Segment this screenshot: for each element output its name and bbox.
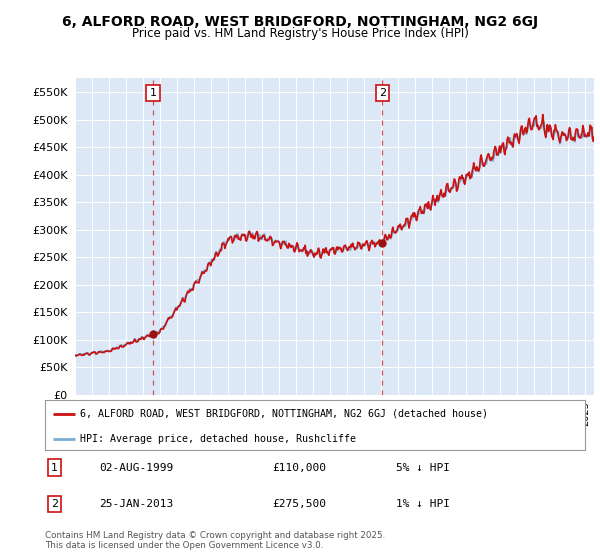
Text: HPI: Average price, detached house, Rushcliffe: HPI: Average price, detached house, Rush… <box>80 434 356 444</box>
Text: 1: 1 <box>51 463 58 473</box>
Text: 5% ↓ HPI: 5% ↓ HPI <box>396 463 450 473</box>
Text: £110,000: £110,000 <box>272 463 326 473</box>
Text: 6, ALFORD ROAD, WEST BRIDGFORD, NOTTINGHAM, NG2 6GJ (detached house): 6, ALFORD ROAD, WEST BRIDGFORD, NOTTINGH… <box>80 409 488 419</box>
Text: 25-JAN-2013: 25-JAN-2013 <box>99 499 173 509</box>
Text: Contains HM Land Registry data © Crown copyright and database right 2025.
This d: Contains HM Land Registry data © Crown c… <box>45 531 385 550</box>
Text: 1% ↓ HPI: 1% ↓ HPI <box>396 499 450 509</box>
Text: 2: 2 <box>51 499 58 509</box>
Text: £275,500: £275,500 <box>272 499 326 509</box>
Text: 02-AUG-1999: 02-AUG-1999 <box>99 463 173 473</box>
Text: Price paid vs. HM Land Registry's House Price Index (HPI): Price paid vs. HM Land Registry's House … <box>131 27 469 40</box>
Text: 1: 1 <box>149 87 157 97</box>
Text: 6, ALFORD ROAD, WEST BRIDGFORD, NOTTINGHAM, NG2 6GJ: 6, ALFORD ROAD, WEST BRIDGFORD, NOTTINGH… <box>62 15 538 29</box>
Text: 2: 2 <box>379 87 386 97</box>
